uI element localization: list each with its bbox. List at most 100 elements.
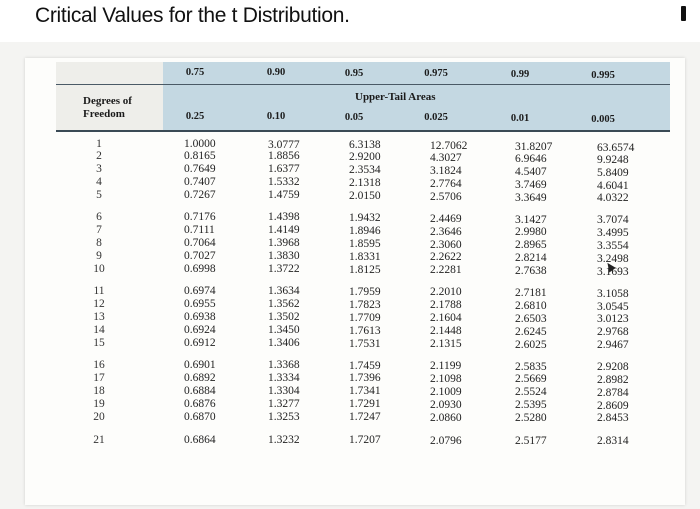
critical-value-cell: 2.7181 <box>515 287 547 299</box>
header-bottom-rule <box>56 130 670 132</box>
critical-value-cell: 1.3277 <box>268 398 300 410</box>
df-value: 10 <box>93 263 105 275</box>
critical-value-cell: 1.3968 <box>268 237 300 249</box>
critical-value-cell: 2.6245 <box>515 326 547 338</box>
page-title: Critical Values for the t Distribution. <box>35 4 350 27</box>
critical-value-cell: 3.0777 <box>268 139 300 151</box>
critical-value-cell: 1.3502 <box>268 311 300 323</box>
freedom-label: Freedom <box>83 108 125 120</box>
critical-value-cell: 1.5332 <box>268 176 300 188</box>
critical-value-cell: 3.0123 <box>597 313 629 325</box>
critical-value-cell: 3.3554 <box>597 240 629 252</box>
critical-value-cell: 2.5280 <box>515 412 547 424</box>
critical-value-cell: 3.3649 <box>515 192 547 204</box>
cumulative-prob-header: 0.99 <box>510 69 530 80</box>
critical-value-cell: 1.3253 <box>268 411 300 423</box>
critical-value-cell: 2.8965 <box>515 239 547 251</box>
critical-value-cell: 1.7531 <box>349 338 381 350</box>
critical-value-cell: 0.6892 <box>184 372 216 384</box>
critical-value-cell: 2.0150 <box>349 190 381 202</box>
critical-value-cell: 2.9768 <box>597 326 629 338</box>
critical-value-cell: 2.1098 <box>430 373 462 385</box>
critical-value-cell: 31.8207 <box>515 141 553 153</box>
df-value: 16 <box>93 359 105 371</box>
critical-value-cell: 2.1318 <box>349 177 381 189</box>
critical-value-cell: 1.3830 <box>268 250 300 262</box>
df-value: 5 <box>96 189 102 201</box>
critical-value-cell: 2.3060 <box>430 239 462 251</box>
critical-value-cell: 2.5395 <box>515 399 547 411</box>
critical-value-cell: 2.5524 <box>515 386 547 398</box>
critical-value-cell: 0.7064 <box>184 237 216 249</box>
cumulative-prob-header: 0.995 <box>591 70 615 81</box>
df-value: 17 <box>93 372 105 384</box>
critical-value-cell: 3.4995 <box>597 227 629 239</box>
minus-icon[interactable] <box>681 6 686 21</box>
critical-value-cell: 0.6864 <box>184 434 216 446</box>
df-value: 7 <box>96 224 102 236</box>
critical-value-cell: 2.8214 <box>515 252 547 264</box>
critical-value-cell: 1.4759 <box>268 189 300 201</box>
critical-value-cell: 0.7027 <box>184 250 216 262</box>
critical-value-cell: 0.6912 <box>184 337 216 349</box>
critical-value-cell: 4.0322 <box>597 192 629 204</box>
critical-value-cell: 0.6901 <box>184 359 216 371</box>
critical-value-cell: 3.1427 <box>515 214 547 226</box>
upper-tail-header: 0.25 <box>185 111 205 122</box>
critical-value-cell: 2.9208 <box>597 361 629 373</box>
cumulative-prob-header: 0.75 <box>185 67 205 78</box>
critical-value-cell: 2.1009 <box>430 386 462 398</box>
critical-value-cell: 4.6041 <box>597 180 629 192</box>
df-value: 21 <box>93 434 105 446</box>
critical-value-cell: 3.1693 <box>597 266 629 278</box>
critical-value-cell: 1.0000 <box>184 138 216 150</box>
critical-value-cell: 2.7764 <box>430 178 462 190</box>
critical-value-cell: 2.9467 <box>597 339 629 351</box>
df-value: 12 <box>93 298 105 310</box>
critical-value-cell: 0.7407 <box>184 176 216 188</box>
critical-value-cell: 1.8946 <box>349 225 381 237</box>
critical-value-cell: 3.7469 <box>515 179 547 191</box>
df-value: 13 <box>93 311 105 323</box>
critical-value-cell: 1.7207 <box>349 434 381 446</box>
critical-value-cell: 2.8784 <box>597 387 629 399</box>
df-value: 8 <box>96 237 102 249</box>
df-value: 20 <box>93 411 105 423</box>
critical-value-cell: 4.3027 <box>430 152 462 164</box>
df-value: 11 <box>93 285 105 297</box>
critical-value-cell: 0.6974 <box>184 285 216 297</box>
critical-value-cell: 3.1824 <box>430 165 462 177</box>
critical-value-cell: 1.7291 <box>349 398 381 410</box>
critical-value-cell: 0.6876 <box>184 398 216 410</box>
critical-value-cell: 2.8982 <box>597 374 629 386</box>
df-value: 9 <box>96 250 102 262</box>
upper-tail-label: Upper-Tail Areas <box>355 91 436 103</box>
critical-value-cell: 0.6884 <box>184 385 216 397</box>
critical-value-cell: 5.8409 <box>597 167 629 179</box>
cumulative-prob-header: 0.90 <box>266 67 286 78</box>
df-value: 4 <box>96 176 102 188</box>
critical-value-cell: 2.8314 <box>597 435 629 447</box>
critical-value-cell: 2.3534 <box>349 164 381 176</box>
critical-value-cell: 1.3304 <box>268 385 300 397</box>
df-value: 6 <box>96 211 102 223</box>
df-header-cell <box>56 62 164 130</box>
critical-value-cell: 2.9980 <box>515 226 547 238</box>
critical-value-cell: 2.5177 <box>515 435 547 447</box>
critical-value-cell: 1.7823 <box>349 299 381 311</box>
table-sheet <box>25 58 685 505</box>
critical-value-cell: 2.9200 <box>349 151 381 163</box>
critical-value-cell: 2.5669 <box>515 373 547 385</box>
header-band <box>163 62 670 130</box>
critical-value-cell: 63.6574 <box>597 142 635 154</box>
critical-value-cell: 2.0860 <box>430 412 462 424</box>
critical-value-cell: 1.8856 <box>268 150 300 162</box>
critical-value-cell: 0.7649 <box>184 163 216 175</box>
critical-value-cell: 2.0930 <box>430 399 462 411</box>
degrees-label: Degrees of <box>83 95 132 107</box>
critical-value-cell: 1.4149 <box>268 224 300 236</box>
critical-value-cell: 1.7247 <box>349 411 381 423</box>
critical-value-cell: 3.1058 <box>597 288 629 300</box>
critical-value-cell: 0.7176 <box>184 211 216 223</box>
critical-value-cell: 2.8609 <box>597 400 629 412</box>
